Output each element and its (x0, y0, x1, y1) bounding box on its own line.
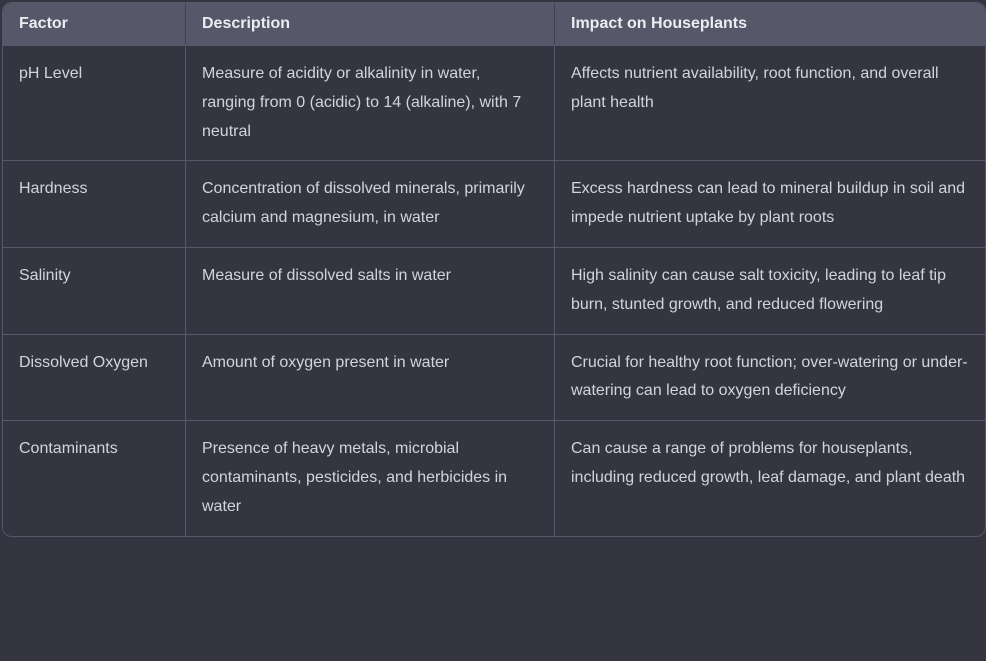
cell-description: Measure of dissolved salts in water (186, 247, 555, 334)
cell-description: Presence of heavy metals, microbial cont… (186, 420, 555, 535)
cell-impact: High salinity can cause salt toxicity, l… (555, 247, 985, 334)
cell-impact: Crucial for healthy root function; over-… (555, 334, 985, 421)
cell-description: Measure of acidity or alkalinity in wate… (186, 45, 555, 160)
cell-factor: Dissolved Oxygen (3, 334, 186, 421)
cell-impact: Can cause a range of problems for housep… (555, 420, 985, 535)
table-row: Salinity Measure of dissolved salts in w… (3, 247, 985, 334)
cell-factor: Hardness (3, 160, 186, 247)
cell-factor: Salinity (3, 247, 186, 334)
table-row: Contaminants Presence of heavy metals, m… (3, 420, 985, 535)
table-header-row: Factor Description Impact on Houseplants (3, 3, 985, 45)
table-row: pH Level Measure of acidity or alkalinit… (3, 45, 985, 160)
cell-factor: pH Level (3, 45, 186, 160)
col-header-description: Description (186, 3, 555, 45)
cell-description: Amount of oxygen present in water (186, 334, 555, 421)
cell-impact: Excess hardness can lead to mineral buil… (555, 160, 985, 247)
table-row: Dissolved Oxygen Amount of oxygen presen… (3, 334, 985, 421)
table-row: Hardness Concentration of dissolved mine… (3, 160, 985, 247)
cell-factor: Contaminants (3, 420, 186, 535)
col-header-impact: Impact on Houseplants (555, 3, 985, 45)
col-header-factor: Factor (3, 3, 186, 45)
water-factors-table: Factor Description Impact on Houseplants… (2, 2, 986, 537)
cell-impact: Affects nutrient availability, root func… (555, 45, 985, 160)
table-container: Factor Description Impact on Houseplants… (0, 0, 986, 539)
cell-description: Concentration of dissolved minerals, pri… (186, 160, 555, 247)
